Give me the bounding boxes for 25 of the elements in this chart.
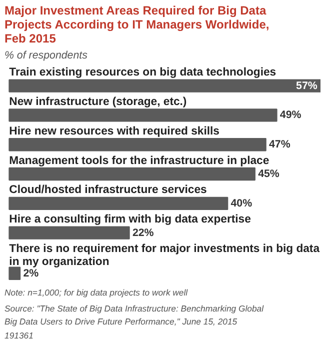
y-tick-label: There is no requirement for major investments in big data in my organization xyxy=(9,242,320,268)
y-tick-label: Hire a consulting firm with big data expertise xyxy=(9,214,251,226)
bar xyxy=(8,196,228,210)
y-tick-label: Cloud/hosted infrastructure services xyxy=(9,184,207,196)
text: Note: n=1,000; for big data projects to work well xyxy=(4,288,189,298)
data-label: 45% xyxy=(258,168,280,180)
data-label: 22% xyxy=(132,226,154,239)
data-label: 47% xyxy=(268,138,291,151)
y-tick-label: Hire new resources with required skills xyxy=(9,125,220,138)
y-tick-label: Train existing resources on big data technologies xyxy=(9,66,276,79)
bar xyxy=(8,138,266,152)
bar xyxy=(8,167,256,181)
y-tick-label: Management tools for the infrastructure in place xyxy=(9,154,270,167)
data-label: 57% xyxy=(296,80,318,92)
data-label: 40% xyxy=(230,197,253,210)
bar xyxy=(8,226,130,240)
chart-title: Major Investment Areas Required for Big Data Projects According to IT Managers Worldwide, Feb 2015 xyxy=(4,4,270,46)
bar xyxy=(8,79,320,92)
chart-subtitle: % of respondents xyxy=(4,50,88,62)
bar xyxy=(8,108,278,122)
text: 191361 xyxy=(4,330,34,340)
data-label: 2% xyxy=(23,267,40,280)
data-label: 49% xyxy=(280,109,302,122)
y-tick-label: New infrastructure (storage, etc.) xyxy=(9,96,187,108)
source-note: Source: "The State of Big Data Infrastructure: Benchmarking Global Big Data Users to Drive Future Performance," June 15, 2015 xyxy=(4,304,265,326)
